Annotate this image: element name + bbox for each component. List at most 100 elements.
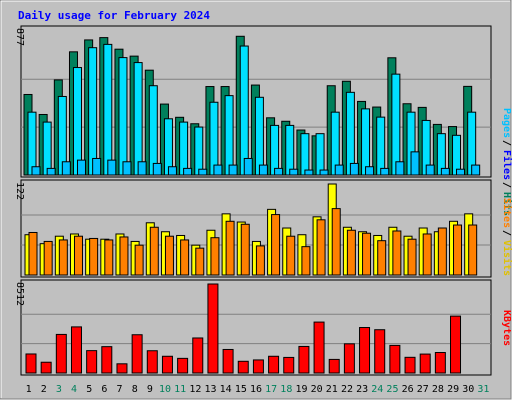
- legend-slash-2: /: [501, 182, 512, 188]
- day-label-23: 23: [356, 384, 368, 395]
- bar-sites-day-11: [180, 239, 190, 276]
- bar-pages-day-28: [440, 167, 450, 176]
- bar-kbytes-day-25: [389, 344, 401, 374]
- legend-pages: Pages: [501, 108, 512, 138]
- bar-sites-day-28: [437, 227, 447, 276]
- bar-sites-day-25: [392, 230, 402, 276]
- day-label-29: 29: [447, 384, 459, 395]
- bar-pages-day-19: [304, 169, 314, 176]
- bar-sites-day-5: [89, 237, 99, 276]
- bar-pages-day-9: [152, 162, 162, 176]
- bar-pages-day-23: [365, 166, 375, 176]
- bar-kbytes-day-11: [177, 357, 189, 374]
- bar-kbytes-day-1: [25, 353, 37, 374]
- bar-sites-day-18: [286, 235, 296, 276]
- bar-sites-day-21: [331, 208, 341, 276]
- bar-pages-day-20: [319, 169, 329, 176]
- bar-pages-day-3: [61, 161, 71, 176]
- bar-files-day-11: [179, 121, 189, 176]
- day-label-13: 13: [204, 384, 216, 395]
- bar-pages-day-21: [334, 164, 344, 176]
- day-label-25: 25: [386, 384, 398, 395]
- bar-files-day-9: [148, 85, 158, 176]
- bar-files-day-16: [254, 96, 264, 176]
- day-label-15: 15: [235, 384, 247, 395]
- bar-pages-day-29: [456, 168, 466, 176]
- bar-pages-day-27: [425, 164, 435, 176]
- bar-pages-day-7: [122, 161, 132, 176]
- chart-title: Daily usage for February 2024: [18, 9, 210, 22]
- bar-kbytes-day-4: [70, 326, 82, 374]
- legend-slash-1: /: [501, 140, 512, 146]
- bar-pages-day-8: [137, 161, 147, 176]
- bar-sites-day-2: [43, 240, 53, 276]
- bar-kbytes-day-6: [101, 346, 113, 374]
- bar-files-day-6: [103, 43, 113, 176]
- bar-kbytes-day-12: [192, 337, 204, 374]
- bar-sites-day-3: [58, 239, 68, 276]
- bar-pages-day-14: [228, 164, 238, 176]
- bar-pages-day-30: [471, 164, 481, 176]
- day-label-1: 1: [26, 384, 32, 395]
- bar-pages-day-13: [213, 164, 223, 176]
- bar-sites-day-7: [119, 236, 129, 276]
- bar-pages-day-17: [274, 167, 284, 176]
- legend-kbytes: KBytes: [501, 310, 512, 346]
- bar-pages-day-1: [31, 166, 41, 176]
- bar-kbytes-day-17: [268, 355, 280, 374]
- bar-kbytes-day-7: [116, 363, 128, 374]
- bar-pages-day-25: [395, 161, 405, 176]
- bar-pages-day-15: [243, 157, 253, 176]
- bar-files-day-5: [88, 47, 98, 176]
- bar-kbytes-day-24: [374, 329, 386, 374]
- bar-pages-day-11: [183, 167, 193, 176]
- bar-sites-day-19: [301, 246, 311, 276]
- bar-sites-day-24: [377, 240, 387, 276]
- bar-kbytes-day-8: [131, 334, 143, 374]
- day-label-6: 6: [101, 384, 107, 395]
- legend-files: Files: [501, 150, 512, 180]
- day-label-20: 20: [311, 384, 323, 395]
- bar-files-day-23: [361, 108, 371, 176]
- day-label-21: 21: [326, 384, 338, 395]
- bar-files-day-13: [209, 101, 219, 176]
- bar-kbytes-day-2: [40, 361, 52, 374]
- bar-sites-day-1: [28, 231, 38, 276]
- bar-files-day-8: [133, 62, 143, 176]
- bar-files-day-24: [376, 116, 386, 176]
- day-label-14: 14: [220, 384, 232, 395]
- bar-pages-day-16: [258, 164, 268, 176]
- visits-sites-panel: 122: [14, 179, 492, 278]
- bar-kbytes-day-16: [252, 359, 264, 374]
- bar-sites-day-30: [468, 224, 478, 276]
- bar-sites-day-17: [271, 214, 281, 276]
- bar-files-day-2: [42, 121, 52, 176]
- bar-files-day-14: [224, 95, 234, 176]
- bar-kbytes-day-19: [298, 345, 310, 374]
- bar-kbytes-day-21: [328, 358, 340, 374]
- y-max-label: 122: [14, 182, 25, 200]
- day-label-30: 30: [462, 384, 474, 395]
- legend-visits-sites: Sites / Visits: [501, 198, 512, 276]
- bar-kbytes-day-22: [343, 343, 355, 374]
- day-label-19: 19: [295, 384, 307, 395]
- bar-sites-day-27: [422, 233, 432, 276]
- bar-sites-day-10: [164, 235, 174, 276]
- bar-sites-day-8: [134, 244, 144, 276]
- bar-sites-day-4: [73, 235, 83, 276]
- day-label-10: 10: [159, 384, 171, 395]
- bar-kbytes-day-29: [450, 315, 462, 374]
- bar-sites-day-9: [149, 226, 159, 276]
- bar-kbytes-day-28: [434, 352, 446, 374]
- bar-sites-day-13: [210, 237, 220, 276]
- day-label-4: 4: [71, 384, 77, 395]
- bar-sites-day-6: [104, 239, 114, 276]
- bar-pages-day-12: [198, 168, 208, 176]
- y-max-label: 877: [14, 28, 25, 46]
- bar-sites-day-15: [240, 223, 250, 276]
- bar-pages-day-22: [349, 162, 359, 176]
- bar-sites-day-20: [316, 219, 326, 276]
- bar-files-day-12: [194, 126, 204, 176]
